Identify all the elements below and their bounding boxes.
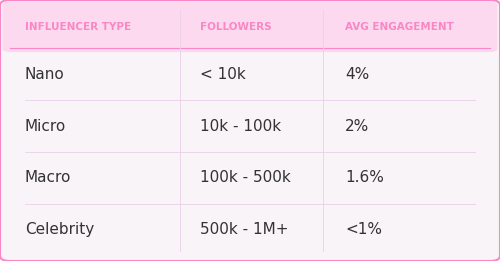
Text: Nano: Nano: [25, 67, 65, 82]
Text: 100k - 500k: 100k - 500k: [200, 170, 291, 186]
Text: Micro: Micro: [25, 118, 66, 134]
Text: 10k - 100k: 10k - 100k: [200, 118, 281, 134]
Text: < 10k: < 10k: [200, 67, 246, 82]
Text: AVG ENGAGEMENT: AVG ENGAGEMENT: [345, 22, 454, 32]
Text: 500k - 1M+: 500k - 1M+: [200, 222, 288, 237]
FancyBboxPatch shape: [2, 1, 498, 52]
Text: Macro: Macro: [25, 170, 72, 186]
Text: Celebrity: Celebrity: [25, 222, 94, 237]
Text: INFLUENCER TYPE: INFLUENCER TYPE: [25, 22, 131, 32]
Text: <1%: <1%: [345, 222, 382, 237]
Text: FOLLOWERS: FOLLOWERS: [200, 22, 272, 32]
Text: 2%: 2%: [345, 118, 370, 134]
Text: 1.6%: 1.6%: [345, 170, 384, 186]
Text: 4%: 4%: [345, 67, 370, 82]
